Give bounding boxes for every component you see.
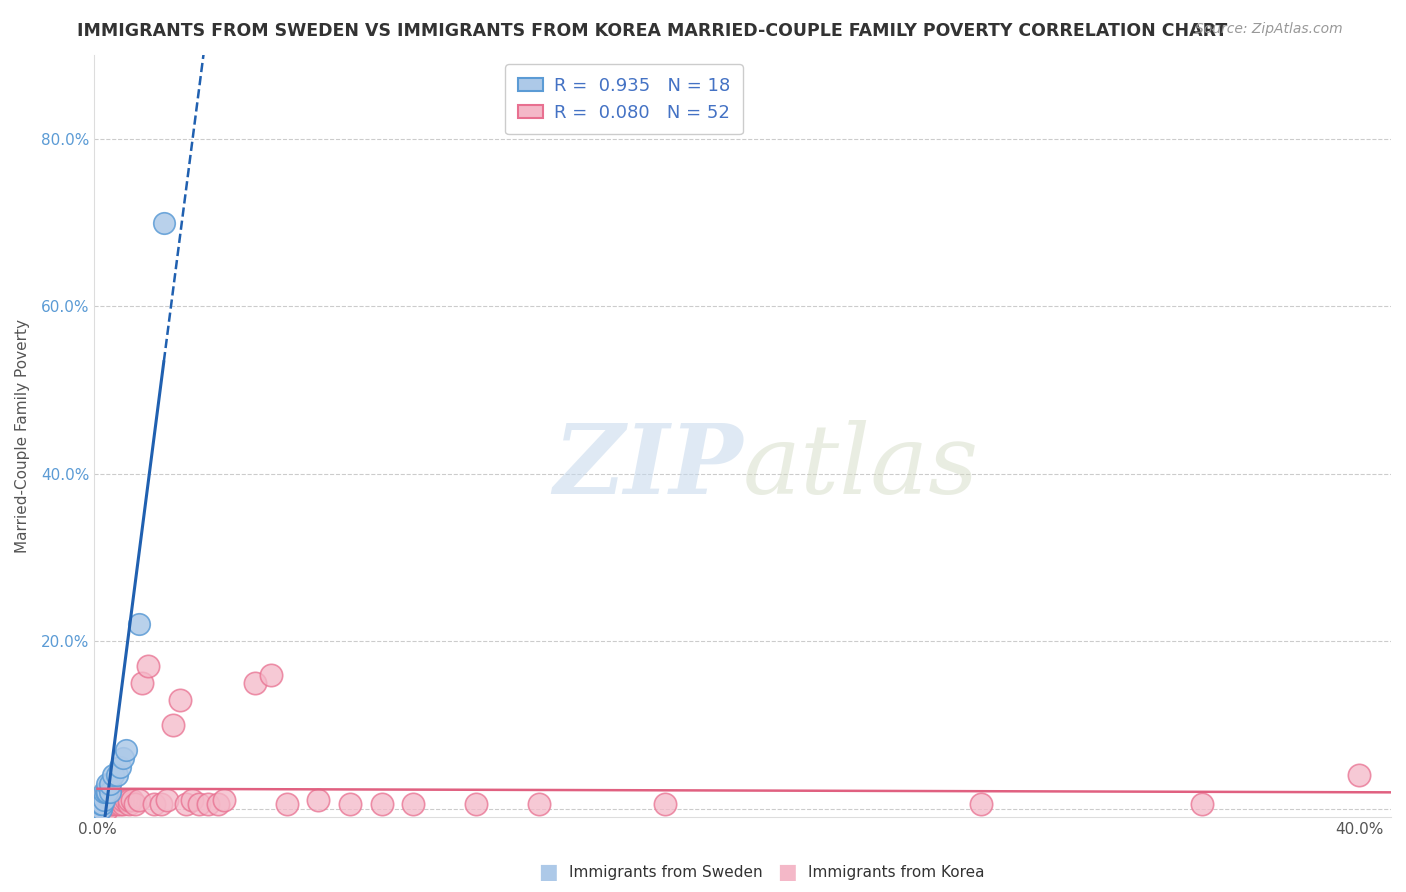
Point [96, 797, 118, 812]
Point [111, 797, 134, 812]
Point [98, 776, 121, 790]
Point [402, 797, 425, 812]
Point [98, 797, 121, 812]
Point [89, 802, 111, 816]
Point [169, 693, 191, 707]
Point [174, 797, 197, 812]
Point [115, 793, 138, 807]
Text: ZIP: ZIP [553, 419, 742, 514]
Point [187, 797, 209, 812]
Y-axis label: Married-Couple Family Poverty: Married-Couple Family Poverty [15, 319, 30, 553]
Point [121, 793, 143, 807]
Point [307, 793, 329, 807]
Point [162, 718, 184, 732]
Point [98, 785, 121, 799]
Point [91, 797, 114, 812]
Point [90, 793, 112, 807]
Point [118, 797, 141, 812]
Point [529, 797, 551, 812]
Point [156, 793, 179, 807]
Point [276, 797, 298, 812]
Point [108, 793, 131, 807]
Point [105, 797, 128, 812]
Text: ■: ■ [538, 863, 558, 882]
Point [128, 617, 150, 632]
Point [181, 793, 204, 807]
Point [89, 797, 111, 812]
Point [105, 793, 128, 807]
Point [93, 793, 115, 807]
Point [96, 802, 118, 816]
Point [96, 793, 118, 807]
Point [90, 797, 112, 812]
Point [124, 797, 146, 812]
Point [339, 797, 361, 812]
Point [197, 797, 219, 812]
Point [93, 785, 115, 799]
Point [153, 216, 176, 230]
Point [108, 760, 131, 774]
Point [212, 793, 235, 807]
Point [103, 793, 125, 807]
Point [1348, 768, 1371, 782]
Point [94, 785, 117, 799]
Text: Source: ZipAtlas.com: Source: ZipAtlas.com [1195, 22, 1343, 37]
Point [149, 797, 172, 812]
Point [245, 676, 267, 690]
Point [654, 797, 676, 812]
Text: IMMIGRANTS FROM SWEDEN VS IMMIGRANTS FROM KOREA MARRIED-COUPLE FAMILY POVERTY CO: IMMIGRANTS FROM SWEDEN VS IMMIGRANTS FRO… [77, 22, 1227, 40]
Point [90, 802, 112, 816]
Point [1191, 797, 1213, 812]
Point [370, 797, 392, 812]
Point [465, 797, 488, 812]
Point [260, 667, 283, 681]
Point [93, 793, 115, 807]
Point [91, 797, 114, 812]
Point [207, 797, 229, 812]
Point [118, 793, 141, 807]
Point [131, 676, 153, 690]
Legend: R =  0.935   N = 18, R =  0.080   N = 52: R = 0.935 N = 18, R = 0.080 N = 52 [505, 64, 742, 135]
Text: atlas: atlas [742, 419, 979, 514]
Point [970, 797, 993, 812]
Point [111, 751, 134, 765]
Point [105, 768, 128, 782]
Point [96, 785, 118, 799]
Point [93, 797, 115, 812]
Point [103, 768, 125, 782]
Point [115, 743, 138, 757]
Point [108, 797, 131, 812]
Point [136, 659, 159, 673]
Point [93, 789, 115, 803]
Point [98, 793, 121, 807]
Text: Immigrants from Sweden: Immigrants from Sweden [569, 865, 763, 880]
Point [143, 797, 166, 812]
Point [111, 793, 134, 807]
Text: Immigrants from Korea: Immigrants from Korea [808, 865, 986, 880]
Text: ■: ■ [778, 863, 797, 882]
Point [90, 797, 112, 812]
Point [96, 776, 118, 790]
Point [103, 797, 125, 812]
Point [128, 793, 150, 807]
